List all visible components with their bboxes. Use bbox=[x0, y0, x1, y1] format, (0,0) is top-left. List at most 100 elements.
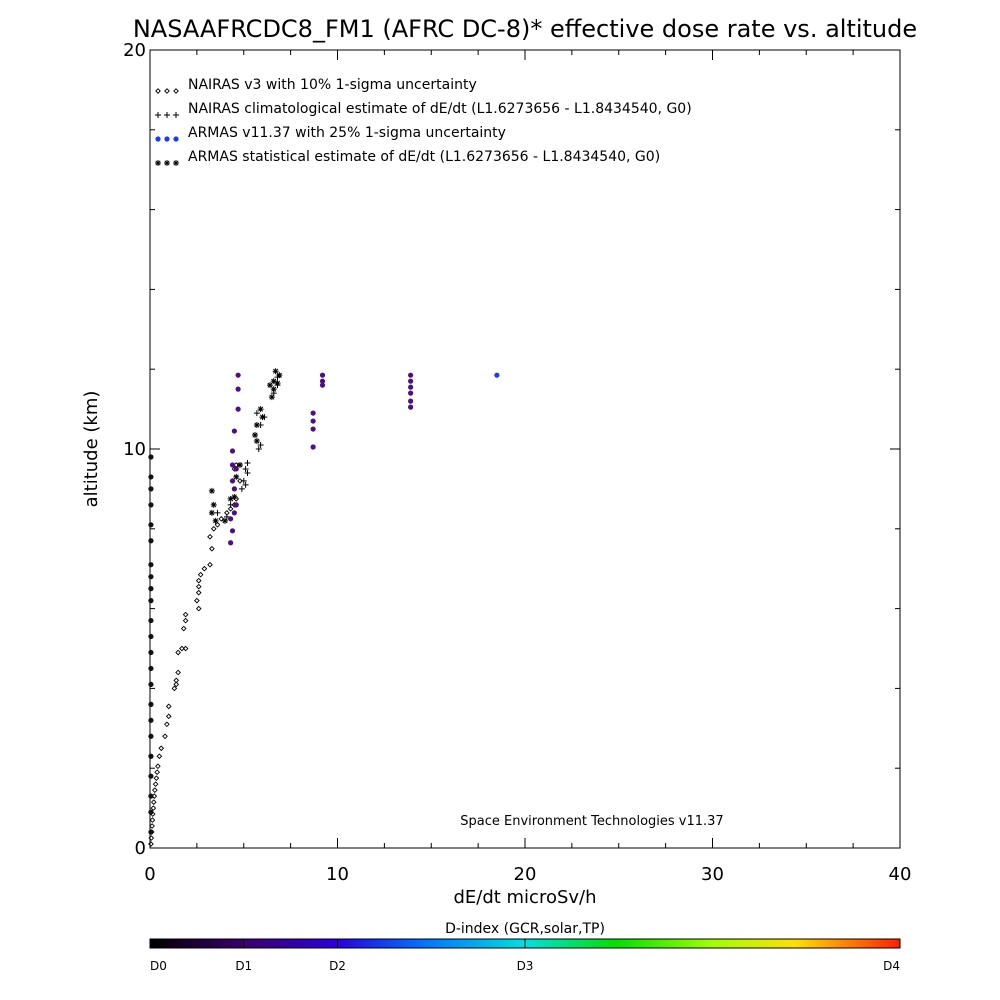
data-point bbox=[148, 835, 155, 841]
data-point bbox=[148, 649, 154, 656]
data-point bbox=[195, 589, 202, 596]
data-point bbox=[195, 583, 202, 590]
x-tick-label: 30 bbox=[701, 864, 724, 885]
legend: NAIRAS v3 with 10% 1-sigma uncertainty NA… bbox=[155, 77, 692, 166]
legend-marker bbox=[164, 112, 170, 118]
data-point bbox=[148, 717, 154, 723]
data-point bbox=[195, 577, 202, 584]
data-point bbox=[227, 506, 234, 512]
data-point bbox=[158, 745, 165, 752]
credit-annotation: Space Environment Technologies v11.37 bbox=[460, 814, 723, 829]
data-point bbox=[253, 410, 260, 417]
data-point bbox=[240, 477, 247, 484]
data-point bbox=[268, 394, 275, 401]
data-point bbox=[149, 823, 155, 829]
legend-label: NAIRAS climatological estimate of dE/dt … bbox=[188, 101, 692, 117]
data-point bbox=[244, 469, 251, 476]
data-point bbox=[155, 763, 161, 770]
legend-marker bbox=[155, 112, 161, 118]
data-point bbox=[253, 422, 260, 429]
data-point bbox=[195, 605, 202, 612]
data-point bbox=[165, 703, 172, 710]
data-point bbox=[255, 446, 262, 452]
data-point bbox=[171, 685, 178, 692]
data-point bbox=[208, 487, 215, 494]
data-point bbox=[148, 617, 154, 624]
data-point bbox=[244, 459, 251, 466]
data-point bbox=[179, 645, 185, 652]
data-point bbox=[267, 382, 273, 389]
data-point bbox=[253, 438, 260, 445]
data-point bbox=[208, 509, 215, 516]
x-axis-label: dE/dt microSv/h bbox=[453, 887, 596, 908]
data-point bbox=[148, 538, 154, 544]
data-point bbox=[408, 372, 414, 378]
data-point bbox=[270, 378, 277, 385]
data-point bbox=[152, 781, 159, 787]
data-point bbox=[148, 633, 154, 640]
colorbar-label: D4 bbox=[883, 959, 900, 973]
data-point bbox=[197, 571, 204, 578]
data-point bbox=[274, 380, 281, 387]
x-tick-label: 10 bbox=[326, 864, 349, 885]
data-point bbox=[148, 574, 154, 580]
data-point bbox=[408, 384, 414, 390]
data-point bbox=[210, 501, 217, 508]
data-point bbox=[242, 481, 249, 488]
y-tick-label: 20 bbox=[123, 40, 146, 61]
legend-entry: ARMAS v11.37 with 25% 1-sigma uncertaint… bbox=[155, 125, 506, 142]
data-point bbox=[218, 515, 225, 522]
plot-frame bbox=[149, 49, 901, 849]
y-tick-label: 0 bbox=[135, 838, 146, 859]
data-point bbox=[257, 442, 264, 449]
data-point bbox=[194, 597, 200, 604]
data-point bbox=[164, 721, 170, 728]
legend-marker bbox=[173, 160, 179, 166]
data-point bbox=[148, 701, 154, 707]
data-point bbox=[235, 386, 241, 392]
data-point bbox=[152, 787, 158, 793]
legend-entry: ARMAS statistical estimate of dE/dt (L1.… bbox=[155, 149, 660, 166]
data-point bbox=[201, 565, 208, 572]
y-axis-label: altitude (km) bbox=[81, 391, 102, 508]
data-point bbox=[229, 462, 236, 468]
data-point bbox=[231, 510, 237, 516]
data-point bbox=[238, 485, 245, 492]
legend-marker bbox=[173, 112, 179, 118]
data-point bbox=[228, 540, 234, 546]
colorbar-label: D0 bbox=[150, 959, 167, 973]
legend-marker bbox=[173, 88, 179, 94]
data-point bbox=[310, 444, 316, 450]
data-point bbox=[235, 372, 241, 378]
axes: 0 10 20 30 40 0 10 20 bbox=[123, 40, 911, 885]
data-point bbox=[148, 753, 154, 759]
data-point bbox=[276, 372, 283, 379]
data-point bbox=[408, 390, 414, 396]
data-point bbox=[148, 733, 154, 739]
data-point bbox=[210, 525, 217, 532]
data-point bbox=[154, 769, 160, 776]
colorbar-label: D3 bbox=[517, 959, 534, 973]
data-point bbox=[310, 426, 316, 432]
data-point bbox=[233, 473, 240, 480]
data-point bbox=[310, 418, 316, 424]
legend-label: ARMAS statistical estimate of dE/dt (L1.… bbox=[188, 149, 660, 165]
data-point bbox=[148, 681, 154, 688]
data-point bbox=[319, 382, 326, 388]
data-point bbox=[259, 414, 266, 421]
data-point bbox=[148, 522, 154, 528]
data-point bbox=[148, 841, 154, 847]
data-point bbox=[148, 809, 154, 815]
data-point bbox=[319, 378, 326, 384]
colorbar-label: D1 bbox=[235, 959, 252, 973]
data-point bbox=[207, 533, 213, 540]
legend-marker bbox=[173, 136, 179, 142]
x-tick-label: 40 bbox=[889, 864, 912, 885]
data-point bbox=[175, 669, 181, 676]
data-point bbox=[229, 478, 236, 484]
data-point bbox=[165, 713, 172, 720]
legend-entry: NAIRAS climatological estimate of dE/dt … bbox=[155, 101, 692, 118]
x-tick-label: 0 bbox=[144, 864, 155, 885]
data-point bbox=[319, 372, 326, 378]
